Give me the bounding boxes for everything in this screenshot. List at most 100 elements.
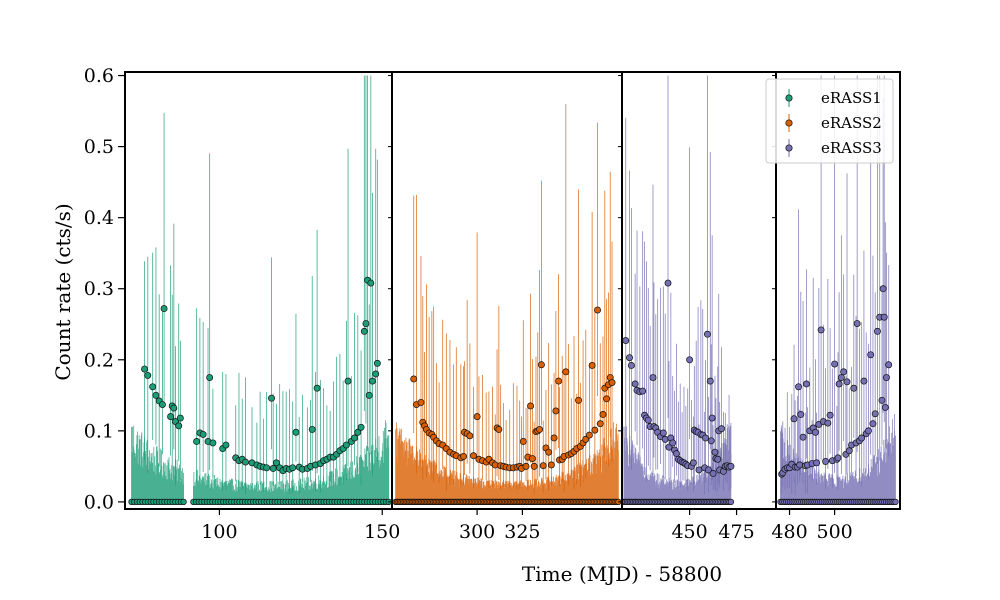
data-point-4-23 xyxy=(817,326,825,334)
data-point-1-2 xyxy=(144,371,152,379)
y-axis-title: Count rate (cts/s) xyxy=(51,203,75,380)
data-point-4-39 xyxy=(850,384,858,392)
data-point-1-65 xyxy=(365,391,373,399)
data-point-4-55 xyxy=(881,403,889,411)
data-point-4-56 xyxy=(883,374,890,381)
data-point-3-37 xyxy=(695,466,703,474)
data-point-4-7 xyxy=(790,415,798,423)
data-point-1-8 xyxy=(167,413,175,421)
data-point-4-43 xyxy=(858,434,866,442)
data-point-3-18 xyxy=(661,435,669,443)
data-point-1-25 xyxy=(242,458,249,466)
data-point-2-43 xyxy=(527,402,534,410)
data-point-3-44 xyxy=(706,377,714,385)
data-point-2-40 xyxy=(519,438,527,445)
data-point-2-48 xyxy=(536,425,544,433)
data-point-4-41 xyxy=(853,320,861,327)
data-point-1-32 xyxy=(269,465,277,472)
data-point-4-15 xyxy=(802,380,810,388)
x-tick-label-3-1: 450 xyxy=(671,521,707,543)
panel-4 xyxy=(775,71,901,510)
data-point-4-52 xyxy=(878,396,886,404)
legend-box xyxy=(765,78,894,164)
data-point-2-23 xyxy=(473,413,481,421)
data-point-3-2 xyxy=(626,354,633,362)
data-point-3-3 xyxy=(627,362,635,369)
y-tick-label-1: 0.0 xyxy=(84,491,114,513)
data-point-3-12 xyxy=(649,374,657,381)
zero-point xyxy=(892,498,899,506)
error-band-4-1 xyxy=(780,414,896,502)
data-point-1-19 xyxy=(209,439,217,447)
legend-label-2: eRASS2 xyxy=(821,114,882,132)
data-point-4-33 xyxy=(837,374,845,381)
data-point-1-1 xyxy=(141,365,148,373)
data-point-4-50 xyxy=(874,327,881,335)
data-point-1-46 xyxy=(313,384,321,392)
data-point-2-44 xyxy=(528,455,536,462)
plot-layer xyxy=(124,71,901,510)
data-point-2-73 xyxy=(596,420,604,428)
data-point-3-48 xyxy=(711,448,719,456)
data-point-2-56 xyxy=(555,377,563,385)
data-point-3-33 xyxy=(689,459,697,467)
data-point-3-7 xyxy=(639,387,647,395)
x-axis-title: Time (MJD) - 58800 xyxy=(522,562,722,586)
legend: eRASS1 eRASS2 eRASS3 xyxy=(765,78,894,164)
data-point-2-69 xyxy=(585,431,593,439)
data-point-2-22 xyxy=(470,452,477,460)
x-tick-label-2-2: 325 xyxy=(504,521,540,543)
data-point-4-57 xyxy=(885,361,893,369)
data-point-4-53 xyxy=(879,285,887,293)
x-tick-label-1-1: 100 xyxy=(201,521,237,543)
axes-layer: 100 150 300 325 450 475 480 500 0.0 0.1 0.2 0.3 0.4 0… xyxy=(84,65,853,543)
panel-1-data xyxy=(128,75,392,506)
legend-label-3: eRASS3 xyxy=(821,139,882,157)
y-tick-label-3: 0.2 xyxy=(84,349,114,371)
data-point-3-10 xyxy=(644,416,652,424)
data-point-1-62 xyxy=(362,320,370,327)
data-point-1-38 xyxy=(289,464,297,472)
data-point-1-33 xyxy=(272,459,280,467)
data-point-3-20 xyxy=(665,443,673,451)
data-point-2-52 xyxy=(545,448,553,456)
data-point-2-1 xyxy=(410,375,418,383)
data-point-1-30 xyxy=(263,464,271,472)
data-point-2-55 xyxy=(552,407,560,415)
zero-point xyxy=(727,498,735,506)
error-band-3-1 xyxy=(623,425,732,502)
y-tick-label-7: 0.6 xyxy=(84,65,114,87)
data-point-1-64 xyxy=(367,279,375,287)
data-point-1-39 xyxy=(292,428,300,436)
data-point-3-50 xyxy=(714,455,722,463)
data-point-3-45 xyxy=(707,437,715,445)
x-tick-label-3-2: 475 xyxy=(718,521,754,543)
data-point-1-7 xyxy=(160,305,168,313)
panel-2 xyxy=(391,71,623,510)
data-point-1-16 xyxy=(199,430,207,438)
data-point-1-31 xyxy=(268,394,275,402)
data-point-4-11 xyxy=(796,461,804,469)
data-point-1-66 xyxy=(369,377,376,385)
data-point-4-37 xyxy=(845,447,853,455)
data-point-2-71 xyxy=(591,426,599,434)
error-band-2-1 xyxy=(395,422,619,502)
data-point-2-79 xyxy=(608,379,616,386)
data-point-1-68 xyxy=(373,359,381,367)
data-point-1-3 xyxy=(149,383,157,391)
data-point-1-55 xyxy=(342,441,350,449)
data-point-1-14 xyxy=(193,438,201,445)
data-point-2-74 xyxy=(599,411,607,418)
data-point-1-60 xyxy=(357,423,365,431)
legend-marker-1 xyxy=(785,94,793,102)
legend-marker-3 xyxy=(785,144,793,152)
data-point-1-56 xyxy=(344,377,352,385)
data-point-4-32 xyxy=(835,380,843,388)
data-point-3-31 xyxy=(686,356,694,364)
data-point-3-53 xyxy=(718,425,725,433)
data-point-3-41 xyxy=(702,434,710,442)
data-point-3-22 xyxy=(669,439,677,447)
data-point-2-3 xyxy=(417,398,425,406)
data-point-1-61 xyxy=(360,327,368,335)
